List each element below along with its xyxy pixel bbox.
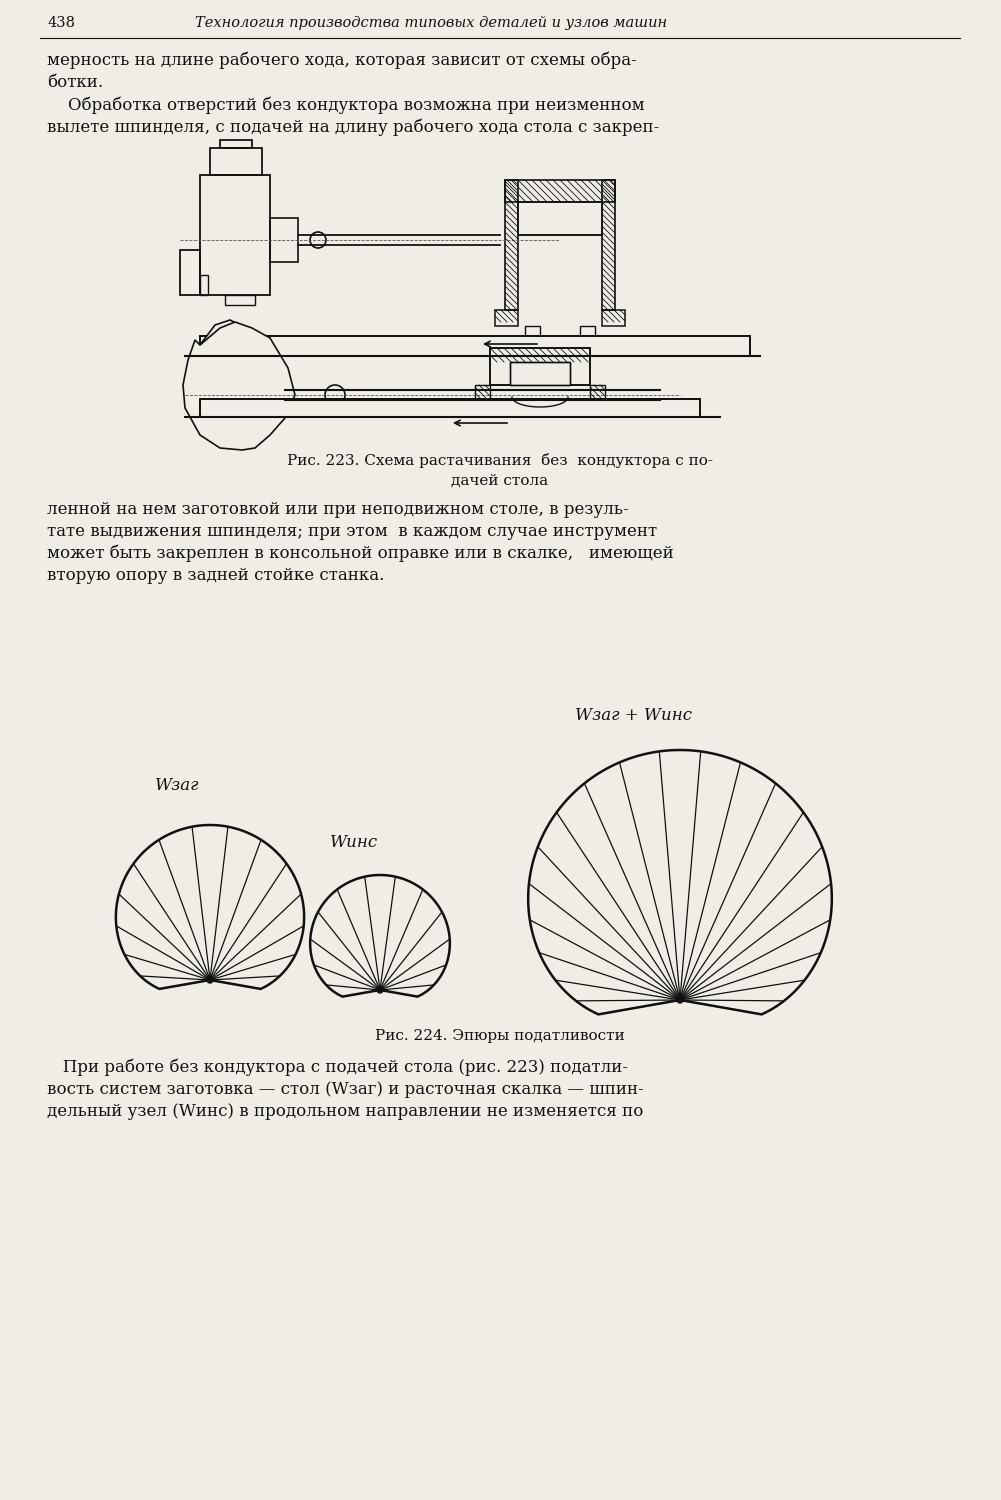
Bar (270, 217, 298, 262)
Text: дачей стола: дачей стола (451, 474, 549, 488)
Text: Wзаг + Wинс: Wзаг + Wинс (575, 706, 692, 724)
Bar (200, 336, 750, 356)
Bar (180, 251, 200, 296)
Text: Рис. 223. Схема растачивания  без  кондуктора с по-: Рис. 223. Схема растачивания без кондукт… (287, 453, 713, 468)
Circle shape (325, 386, 345, 405)
Polygon shape (183, 322, 295, 450)
Bar (200, 399, 700, 417)
Text: вторую опору в задней стойке станка.: вторую опору в задней стойке станка. (47, 567, 384, 584)
Polygon shape (529, 750, 832, 1014)
Bar (200, 176, 270, 296)
Bar (602, 180, 615, 310)
Polygon shape (310, 874, 449, 996)
Text: вылете шпинделя, с подачей на длину рабочего хода стола с закреп-: вылете шпинделя, с подачей на длину рабо… (47, 118, 660, 136)
Text: Обработка отверстий без кондуктора возможна при неизменном: Обработка отверстий без кондуктора возмо… (47, 96, 645, 114)
Bar (200, 336, 750, 356)
Text: тате выдвижения шпинделя; при этом  в каждом случае инструмент: тате выдвижения шпинделя; при этом в каж… (47, 524, 657, 540)
Bar (505, 180, 518, 310)
Text: дельный узел (Wинс) в продольном направлении не изменяется по: дельный узел (Wинс) в продольном направл… (47, 1102, 644, 1120)
Bar (200, 274, 208, 296)
Bar (490, 348, 590, 386)
Text: Технология производства типовых деталей и узлов машин: Технология производства типовых деталей … (195, 16, 667, 30)
Bar (210, 148, 262, 176)
Bar (525, 326, 540, 336)
Bar (220, 140, 252, 148)
Text: При работе без кондуктора с подачей стола (рис. 223) податли-: При работе без кондуктора с подачей стол… (47, 1059, 628, 1076)
Bar (475, 386, 490, 399)
Polygon shape (190, 320, 290, 440)
Text: ленной на нем заготовкой или при неподвижном столе, в резуль-: ленной на нем заготовкой или при неподви… (47, 501, 629, 518)
Bar (590, 386, 605, 399)
Circle shape (207, 976, 213, 982)
Bar (580, 326, 595, 336)
Circle shape (377, 987, 383, 993)
Text: Рис. 224. Эпюры податливости: Рис. 224. Эпюры податливости (375, 1029, 625, 1042)
Circle shape (677, 998, 683, 1004)
Bar (505, 180, 615, 203)
Bar (510, 362, 570, 386)
Polygon shape (116, 825, 304, 989)
Bar (518, 202, 602, 236)
Text: может быть закреплен в консольной оправке или в скалке,   имеющей: может быть закреплен в консольной оправк… (47, 544, 674, 562)
Bar (510, 362, 570, 386)
Text: мерность на длине рабочего хода, которая зависит от схемы обра-: мерность на длине рабочего хода, которая… (47, 51, 637, 69)
Text: 438: 438 (47, 16, 75, 30)
Bar (518, 202, 602, 236)
Text: Wинс: Wинс (330, 834, 378, 850)
Bar (495, 310, 518, 326)
Bar (200, 399, 700, 417)
Text: Wзаг: Wзаг (155, 777, 199, 794)
Text: ботки.: ботки. (47, 74, 103, 92)
Bar (490, 348, 590, 386)
Text: вость систем заготовка — стол (Wзаг) и расточная скалка — шпин-: вость систем заготовка — стол (Wзаг) и р… (47, 1082, 644, 1098)
Bar (602, 310, 625, 326)
Bar (225, 296, 255, 304)
